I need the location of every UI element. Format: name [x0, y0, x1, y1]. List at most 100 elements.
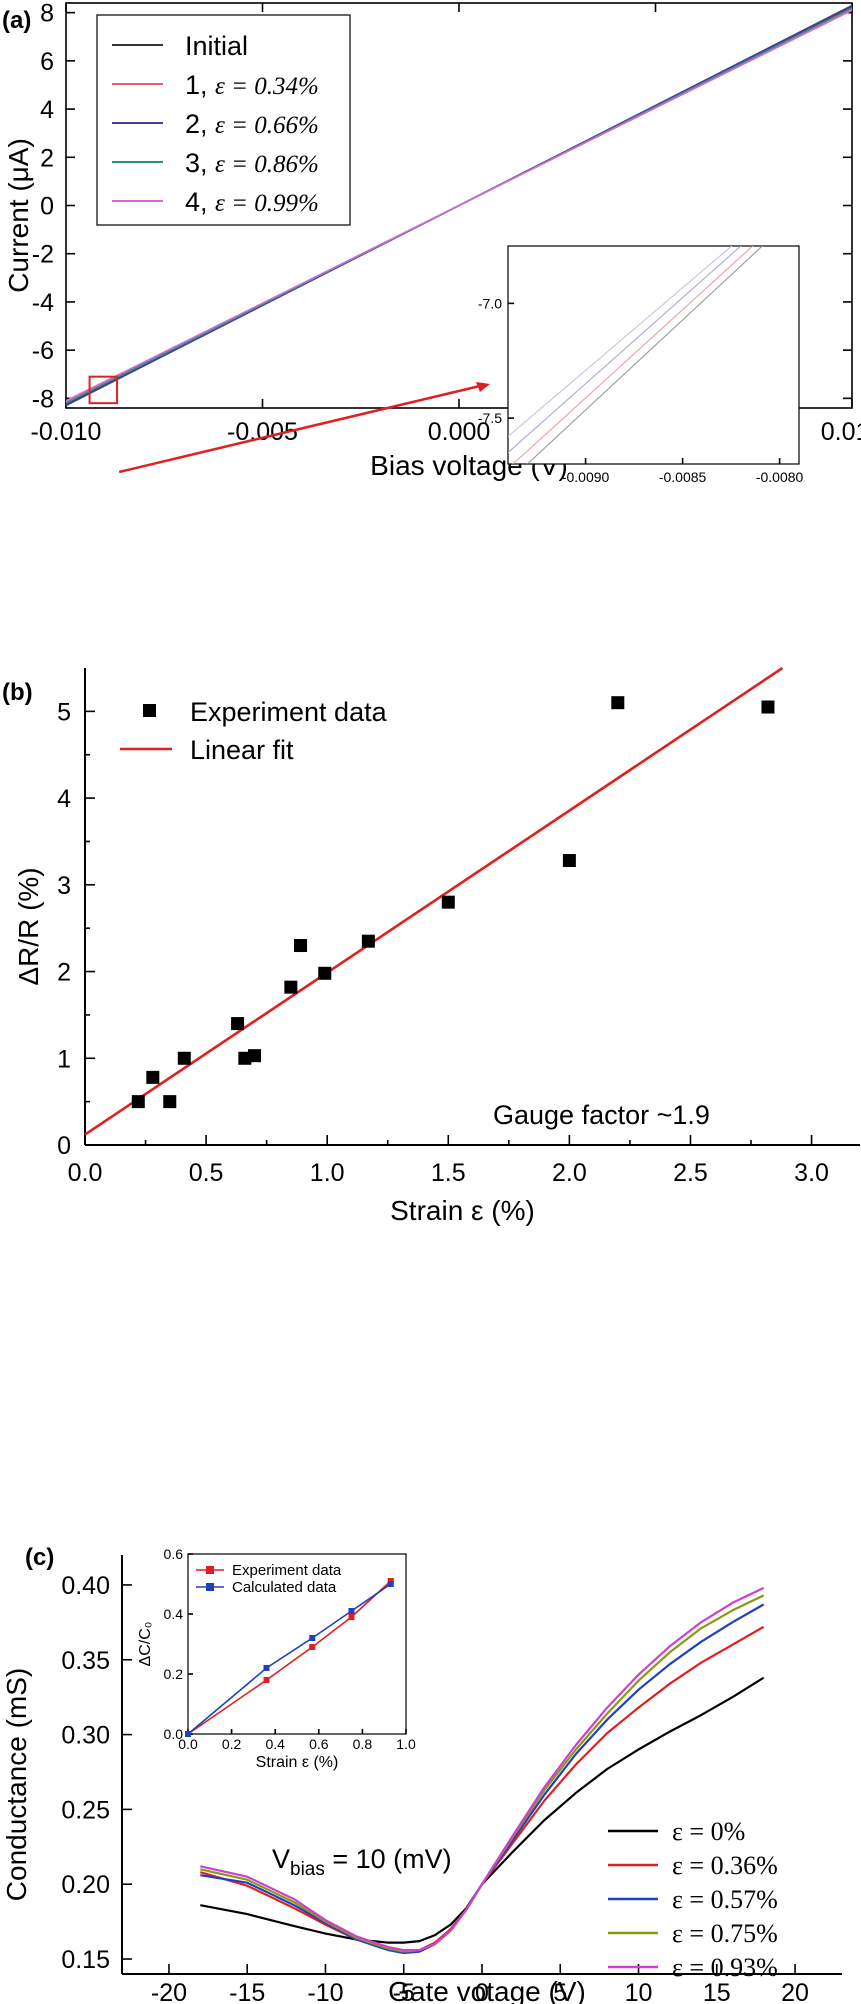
panel-c-x-axis-title: Gate votage (V)	[388, 1976, 586, 2004]
panel-b-legend-points-label: Experiment data	[190, 697, 388, 727]
panel-a-legend-name: 2,	[185, 109, 215, 139]
panel-a-inset-line-3	[527, 246, 764, 464]
panel-b-data-point	[131, 1095, 145, 1109]
panel-b-data-point	[761, 700, 775, 714]
panel-a-y-tick-label: -4	[32, 289, 54, 317]
panel-c-inset-data-point	[387, 1581, 394, 1587]
panel-b-label: (b)	[2, 679, 33, 706]
panel-a-x-tick-label: 0.000	[428, 418, 491, 446]
panel-a-inset-y-tick-label: -7.0	[478, 295, 502, 311]
panel-c-y-tick-label: 0.15	[61, 1946, 110, 1974]
panel-c-inset-legend-marker-1	[206, 1583, 214, 1591]
panel-c-inset-data-point	[263, 1665, 270, 1671]
panel-b-legend-marker	[143, 704, 156, 717]
panel-c-x-tick-label: 15	[703, 1979, 731, 2004]
panel-b-x-tick-label: 3.0	[794, 1159, 829, 1187]
panel-c-vbias-main: V	[272, 1844, 290, 1874]
panel-b-fit-line	[84, 666, 784, 1136]
panel-b-x-axis-title: Strain ε (%)	[390, 1195, 535, 1226]
panel-c-vbias-annotation: Vbias = 10 (mV)	[272, 1844, 452, 1880]
panel-a-inset-lines	[508, 246, 764, 464]
panel-c-inset-data-point	[185, 1731, 191, 1737]
panel-b-data-point	[248, 1049, 262, 1063]
panel-a-legend-name: 3,	[185, 148, 215, 178]
panel-a-x-tick-label: -0.010	[31, 418, 102, 446]
panel-b-y-tick-label: 4	[57, 785, 71, 813]
panel-a-current-vs-bias: (a)-0.010-0.0050.0000.0050.010-8-6-4-202…	[2, 0, 861, 485]
panel-c-inset-legend-label-0: Experiment data	[232, 1562, 342, 1579]
panel-a-legend-label-4: 4, ε = 0.99%	[185, 187, 319, 217]
panel-b-data-point	[318, 966, 332, 980]
panel-a-legend-strain: ε = 0.34%	[215, 73, 319, 100]
panel-a-y-axis-title: Current (μA)	[3, 138, 34, 293]
panel-a-zoom-arrow	[118, 383, 485, 474]
panel-b-data-point	[294, 939, 308, 953]
panel-a-inset-y-tick-label: -7.5	[478, 410, 502, 426]
panel-b-x-tick-label: 0.5	[189, 1159, 224, 1187]
panel-b-y-tick-label: 5	[57, 698, 71, 726]
panel-c-inset-y-tick-label: 0.0	[164, 1726, 184, 1742]
panel-b-data-point	[146, 1070, 160, 1084]
panel-a-y-tick-label: 2	[40, 144, 54, 172]
panel-b-data-point	[441, 895, 455, 909]
panel-c-x-tick-label: -10	[307, 1979, 343, 2004]
panel-a-legend-name: 4,	[185, 187, 215, 217]
panel-a-inset-x-tick-label: -0.0080	[756, 469, 804, 485]
panel-c-inset-x-tick-label: 0.8	[353, 1736, 373, 1752]
panel-b-y-axis-title: ΔR/R (%)	[13, 867, 44, 985]
panel-a-legend-strain: ε = 0.66%	[215, 112, 319, 139]
panel-c-inset-data-point	[348, 1614, 355, 1620]
panel-a-y-tick-label: 8	[40, 0, 54, 28]
panel-c-x-tick-label: 0	[475, 1979, 489, 2004]
panel-c-conductance-vs-gate: (c) -20 -15 -10 -5 0 5 10 15 20 0.15 0.20 0.25 0.30 0.…	[1, 1544, 842, 2004]
panel-c-legend-label-0: ε = 0%	[672, 1817, 745, 1846]
panel-b-resistance-vs-strain: (b) 0.0 0.5 1.0 1.5 2.0 2.5 3.0 0 1 2 3 4 5 Strain ε (…	[2, 666, 860, 1226]
panel-b-data-point	[231, 1017, 245, 1031]
panel-a-legend-strain: ε = 0.86%	[215, 151, 319, 178]
panel-c-legend-label-3: ε = 0.75%	[672, 1919, 778, 1948]
panel-a-label: (a)	[2, 7, 31, 34]
panel-b-data-point	[284, 980, 298, 994]
panel-b-x-tick-label: 2.5	[673, 1159, 708, 1187]
panel-c-vbias-rest: = 10 (mV)	[325, 1844, 452, 1874]
panel-c-inset-x-tick-label: 0.4	[265, 1736, 285, 1752]
panel-c-inset-data-point	[309, 1644, 316, 1650]
panel-b-data-point	[177, 1051, 191, 1065]
panel-a-zoom-arrowhead	[476, 382, 490, 392]
panel-c-y-tick-label: 0.30	[61, 1722, 110, 1750]
panel-c-inset-y-tick-label: 0.4	[164, 1606, 184, 1622]
panel-b-data-point	[562, 854, 576, 868]
panel-c-y-tick-label: 0.20	[61, 1871, 110, 1899]
panel-c-inset-x-tick-label: 0.6	[309, 1736, 329, 1752]
panel-c-inset-data-point	[309, 1635, 316, 1641]
panel-a-legend-label-3: 3, ε = 0.86%	[185, 148, 319, 178]
panel-c-legend-label-2: ε = 0.57%	[672, 1885, 778, 1914]
panel-c-label: (c)	[25, 1544, 54, 1571]
panel-a-legend-label-0: Initial	[185, 31, 248, 61]
panel-a-legend-label-1: 1, ε = 0.34%	[185, 70, 319, 100]
panel-a-y-tick-label: -6	[32, 337, 54, 365]
panel-c-x-tick-label: -15	[229, 1979, 265, 2004]
panel-b-x-tick-label: 0.0	[68, 1159, 103, 1187]
panel-a-y-tick-label: 0	[40, 193, 54, 221]
panel-c-inset-data-point	[348, 1608, 355, 1614]
panel-c-y-axis-title: Conductance (mS)	[1, 1668, 32, 1901]
panel-c-inset-y-tick-label: 0.6	[164, 1546, 184, 1562]
panel-a-legend-box	[96, 14, 351, 226]
panel-a-legend-strain: ε = 0.99%	[215, 190, 319, 217]
panel-a-legend-name: Initial	[185, 31, 248, 61]
panel-b-data-point	[611, 696, 625, 710]
panel-a-inset-x-tick-label: -0.0085	[659, 469, 707, 485]
panel-c-inset-x-tick-label: 0.0	[178, 1736, 198, 1752]
panel-c-vbias-sub: bias	[290, 1859, 325, 1880]
panel-a-inset-line-1	[508, 246, 742, 453]
panel-c-inset-y-tick-label: 0.2	[164, 1666, 184, 1682]
panel-b-legend-fit-label: Linear fit	[190, 735, 294, 765]
panel-c-x-tick-label: 5	[553, 1979, 567, 2004]
panel-a-inset-line-0	[512, 246, 754, 464]
panel-a-inset-x-tick-label: -0.0090	[562, 469, 610, 485]
panel-c-inset-x-tick-label: 0.2	[222, 1736, 242, 1752]
panel-c-inset-data-point	[263, 1677, 270, 1683]
panel-b-data-point	[361, 934, 375, 948]
